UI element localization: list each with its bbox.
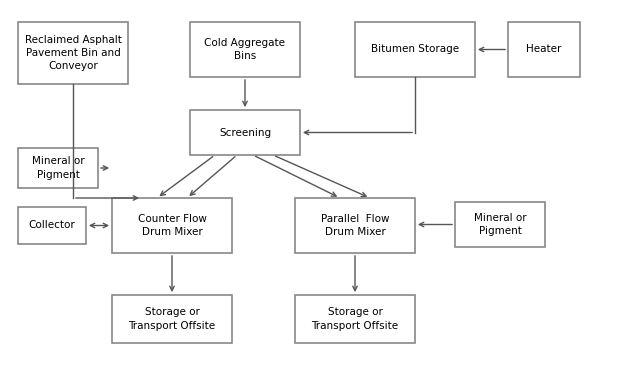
Text: Parallel  Flow
Drum Mixer: Parallel Flow Drum Mixer [321, 214, 389, 237]
Bar [190, 110, 300, 155]
Text: Storage or
Transport Offsite: Storage or Transport Offsite [128, 308, 216, 331]
Text: Counter Flow
Drum Mixer: Counter Flow Drum Mixer [138, 214, 206, 237]
Text: Cold Aggregate
Bins: Cold Aggregate Bins [205, 38, 285, 61]
Bar [190, 22, 300, 77]
Text: Mineral or
Pigment: Mineral or Pigment [474, 213, 526, 236]
Bar [455, 202, 545, 247]
Text: Heater: Heater [526, 45, 562, 55]
Text: Screening: Screening [219, 128, 271, 138]
Bar [355, 22, 475, 77]
Text: Mineral or
Pigment: Mineral or Pigment [32, 157, 84, 180]
Text: Collector: Collector [29, 220, 76, 230]
Text: Bitumen Storage: Bitumen Storage [371, 45, 459, 55]
Bar [112, 198, 232, 253]
Bar [18, 148, 98, 188]
Bar [508, 22, 580, 77]
Text: Storage or
Transport Offsite: Storage or Transport Offsite [311, 308, 399, 331]
Bar [18, 207, 86, 244]
Bar [295, 198, 415, 253]
Bar [18, 22, 128, 84]
Text: Reclaimed Asphalt
Pavement Bin and
Conveyor: Reclaimed Asphalt Pavement Bin and Conve… [25, 35, 122, 71]
Bar [112, 295, 232, 343]
Bar [295, 295, 415, 343]
